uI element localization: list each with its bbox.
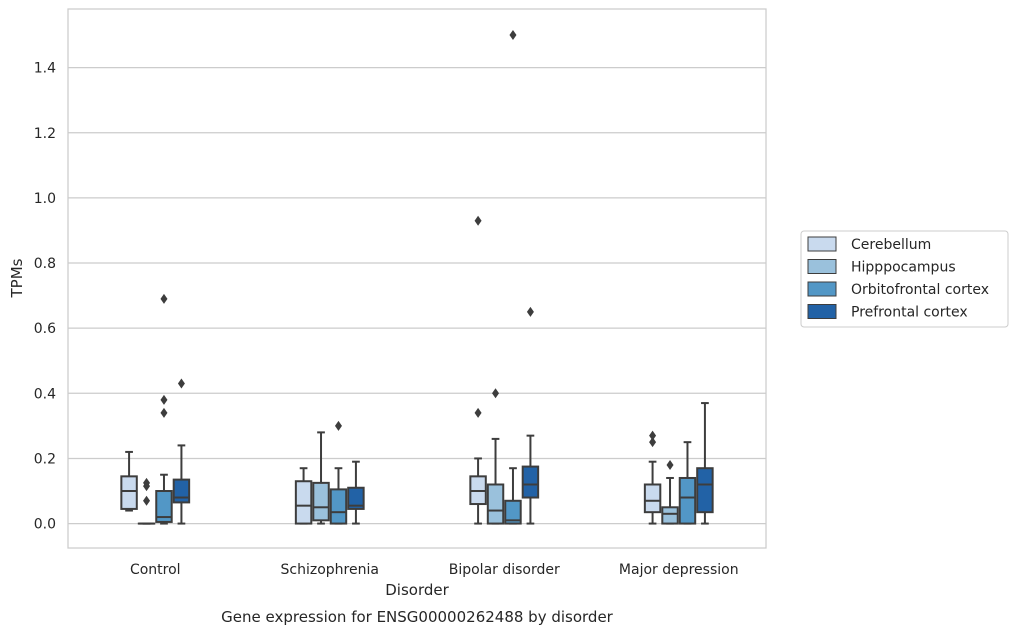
outlier-point	[160, 294, 167, 304]
y-tick-label: 1.4	[34, 61, 56, 77]
y-tick-label: 0.0	[34, 517, 56, 533]
y-tick-label: 1.0	[34, 191, 56, 207]
x-tick-label: Control	[130, 562, 181, 578]
plot-frame	[68, 9, 766, 548]
box-iqr	[296, 481, 311, 523]
legend-label: Orbitofrontal cortex	[851, 282, 989, 298]
box-cerebellum	[645, 431, 660, 524]
legend-label: Cerebellum	[851, 237, 931, 253]
legend-swatch	[808, 260, 836, 274]
box-cerebellum	[121, 452, 136, 511]
x-tick-label: Bipolar disorder	[449, 562, 560, 578]
legend: Cerebellum Hipppocampus Orbitofrontal cort…	[801, 231, 1008, 327]
y-tick-label: 0.4	[34, 386, 56, 402]
outlier-point	[178, 379, 185, 389]
outlier-point	[160, 408, 167, 418]
outlier-point	[475, 216, 482, 226]
box-iqr	[121, 476, 136, 509]
box-hipppocampus	[139, 478, 154, 524]
outlier-point	[160, 395, 167, 405]
box-cerebellum	[296, 468, 311, 523]
legend-swatch	[808, 305, 836, 319]
x-axis-label: Disorder	[385, 581, 449, 599]
x-tick-labels: Control Schizophrenia Bipolar disorder Majo…	[130, 562, 739, 578]
legend-swatch	[808, 282, 836, 296]
box-prefrontal-cortex	[523, 307, 538, 524]
y-tick-label: 0.6	[34, 321, 56, 337]
y-tick-label: 1.2	[34, 126, 56, 142]
box-prefrontal-cortex	[348, 462, 363, 524]
legend-label: Prefrontal cortex	[851, 305, 968, 321]
y-tick-labels: 0.0 0.2 0.4 0.6 0.8 1.0 1.2 1.4	[34, 61, 56, 533]
outlier-point	[492, 388, 499, 398]
box-iqr	[313, 483, 328, 520]
outlier-point	[335, 421, 342, 431]
chart-caption: Gene expression for ENSG00000262488 by d…	[221, 608, 614, 626]
outlier-point	[143, 496, 150, 506]
y-axis-label: TPMs	[8, 258, 26, 298]
box-hipppocampus	[313, 432, 328, 523]
box-prefrontal-cortex	[697, 403, 712, 524]
legend-swatch	[808, 237, 836, 251]
outlier-point	[527, 307, 534, 317]
y-tick-label: 0.8	[34, 256, 56, 272]
legend-label: Hipppocampus	[851, 260, 956, 276]
box-iqr	[697, 468, 712, 512]
x-tick-label: Major depression	[619, 562, 739, 578]
x-tick-label: Schizophrenia	[281, 562, 379, 578]
y-tick-label: 0.2	[34, 451, 56, 467]
box-iqr	[523, 467, 538, 498]
box-iqr	[488, 484, 503, 523]
box-orbitofrontal-cortex	[505, 30, 520, 524]
outlier-point	[509, 30, 516, 40]
box-prefrontal-cortex	[174, 379, 189, 524]
boxes	[121, 30, 712, 524]
box-iqr	[174, 480, 189, 503]
outlier-point	[667, 460, 674, 470]
box-iqr	[662, 507, 677, 523]
box-iqr	[680, 478, 695, 524]
box-iqr	[645, 484, 660, 512]
gridlines	[68, 68, 766, 524]
box-hipppocampus	[488, 388, 503, 523]
box-iqr	[331, 489, 346, 523]
box-hipppocampus	[662, 460, 677, 524]
box-cerebellum	[470, 216, 485, 524]
box-orbitofrontal-cortex	[331, 421, 346, 524]
box-orbitofrontal-cortex	[680, 442, 695, 523]
outlier-point	[649, 431, 656, 441]
outlier-point	[475, 408, 482, 418]
